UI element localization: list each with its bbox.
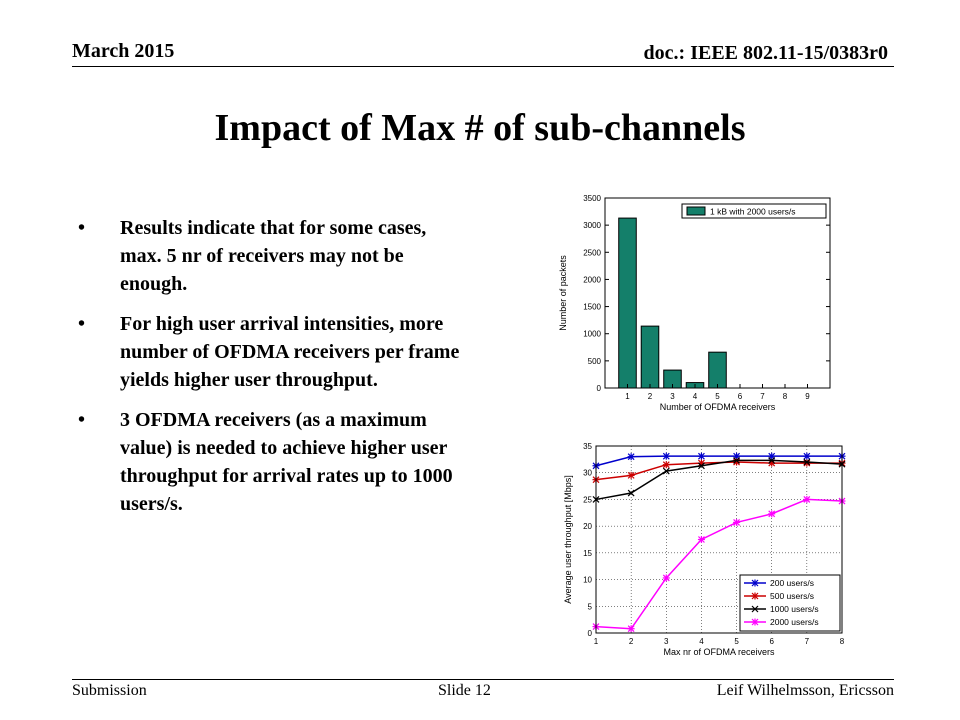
y-tick-label: 15	[583, 549, 592, 558]
plot-frame	[604, 197, 831, 389]
x-tick-label: 1	[625, 392, 630, 401]
y-tick-label: 35	[583, 442, 592, 451]
y-tick-label: 1500	[583, 303, 601, 312]
bullet-marker: •	[78, 217, 86, 239]
bullet-item: • 3 OFDMA receivers (as a maximum value)…	[78, 406, 463, 518]
y-axis-label: Average user throughput [Mbps]	[563, 475, 573, 603]
series-line	[595, 459, 843, 501]
x-tick-label: 5	[715, 392, 720, 401]
data-point	[662, 467, 670, 475]
legend-label: 1000 users/s	[770, 604, 819, 614]
bar	[618, 217, 637, 389]
bullet-text: 3 OFDMA receivers (as a maximum value) i…	[120, 409, 453, 515]
data-point	[733, 457, 740, 464]
y-tick-label: 2000	[583, 275, 601, 284]
header-doc-id: doc.: IEEE 802.11-15/0383r0	[643, 42, 888, 64]
bullet-text: For high user arrival intensities, more …	[120, 313, 460, 391]
slide-title: Impact of Max # of sub-channels	[214, 107, 746, 149]
x-tick-label: 3	[670, 392, 675, 401]
y-tick-label: 30	[583, 469, 592, 478]
series-line	[595, 455, 842, 467]
x-tick-label: 2	[629, 637, 634, 646]
bullet-item: • Results indicate that for some cases, …	[78, 214, 463, 298]
x-tick-label: 6	[769, 637, 774, 646]
y-axis-label: Number of packets	[558, 255, 568, 331]
header-divider	[72, 66, 894, 67]
x-tick-label: 6	[738, 392, 743, 401]
y-tick-label: 5	[588, 602, 593, 611]
x-tick-label: 5	[734, 637, 739, 646]
y-tick-label: 0	[588, 629, 593, 638]
data-point	[803, 458, 811, 466]
data-point	[768, 457, 776, 464]
data-point	[698, 462, 705, 470]
y-tick-label: 20	[583, 522, 592, 531]
throughput-line-chart: 0 5 10 15 20 25 30 35 1 2 3 4 5 6 7 8 Max nr of OFDMA re…	[563, 442, 846, 657]
y-tick-label: 0	[597, 384, 602, 393]
legend-label: 500 users/s	[770, 591, 814, 601]
legend-label: 200 users/s	[770, 578, 814, 588]
legend-box	[681, 203, 827, 219]
bar	[708, 351, 727, 389]
y-tick-label: 1000	[583, 330, 601, 339]
footer-divider	[72, 679, 894, 680]
bar	[640, 325, 660, 389]
x-tick-label: 7	[760, 392, 765, 401]
x-tick-label: 2	[648, 392, 653, 401]
x-tick-label: 3	[664, 637, 669, 646]
packets-bar-chart: 0 500 1000 1500 2000 2500 3000 3500 1 2 3 4 5 6 7 8 9 Num…	[558, 194, 831, 412]
header-date: March 2015	[72, 40, 175, 62]
bullet-marker: •	[78, 409, 86, 431]
bullet-list: • Results indicate that for some cases, …	[78, 214, 463, 530]
legend-swatch	[686, 206, 706, 216]
footer-slide-number: Slide 12	[438, 682, 491, 699]
footer-author: Leif Wilhelmsson, Ericsson	[716, 682, 894, 699]
bullet-text: Results indicate that for some cases, ma…	[120, 217, 427, 295]
bullet-item: • For high user arrival intensities, mor…	[78, 310, 463, 394]
data-point	[627, 489, 635, 497]
data-point	[751, 605, 759, 613]
x-tick-label: 9	[805, 392, 810, 401]
x-tick-label: 8	[783, 392, 788, 401]
y-tick-label: 500	[588, 357, 602, 366]
y-tick-label: 25	[583, 495, 592, 504]
series-line	[595, 498, 843, 630]
x-axis-label: Max nr of OFDMA receivers	[663, 647, 775, 657]
bullet-marker: •	[78, 313, 86, 335]
y-tick-label: 3500	[583, 194, 601, 203]
legend-label: 1 kB with 2000 users/s	[710, 207, 796, 217]
x-tick-label: 1	[594, 637, 599, 646]
plot-frame	[595, 445, 843, 634]
x-axis-label: Number of OFDMA receivers	[660, 402, 776, 412]
footer-submission: Submission	[72, 682, 147, 699]
y-tick-label: 3000	[583, 221, 601, 230]
x-tick-label: 8	[840, 637, 845, 646]
legend-label: 2000 users/s	[770, 617, 819, 627]
x-tick-label: 4	[693, 392, 698, 401]
y-tick-label: 10	[583, 576, 592, 585]
x-tick-label: 7	[805, 637, 810, 646]
y-tick-label: 2500	[583, 248, 601, 257]
x-tick-label: 4	[699, 637, 704, 646]
